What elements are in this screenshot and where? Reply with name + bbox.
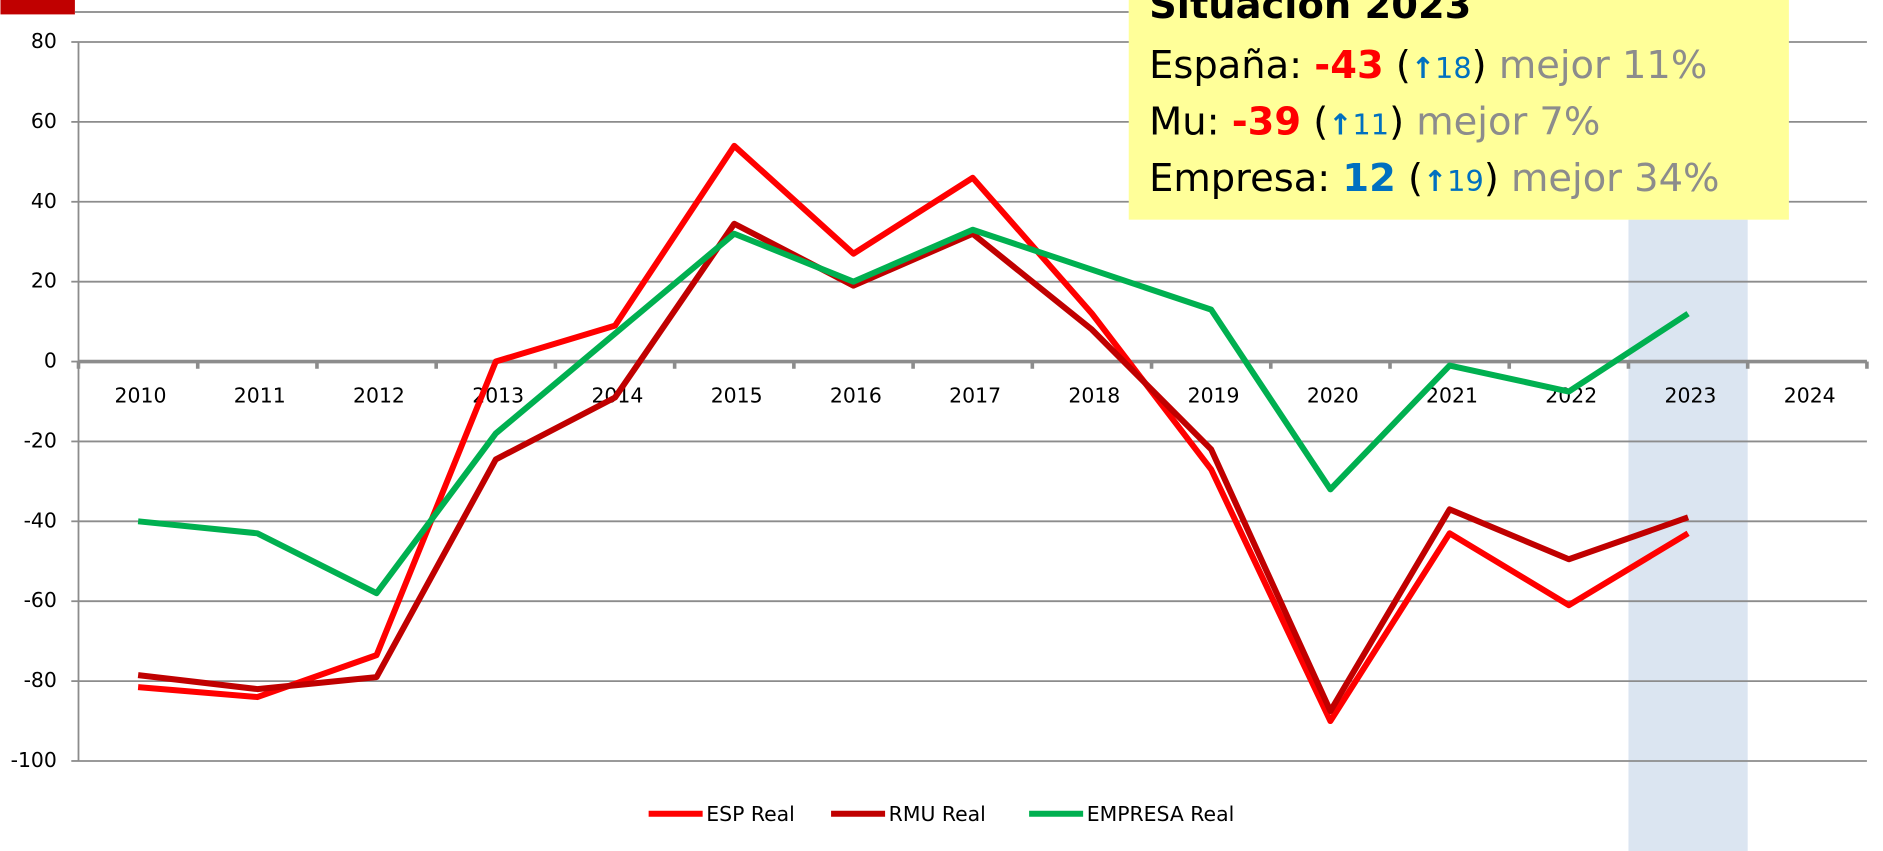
spacer — [1220, 99, 1232, 144]
arrow-icon: ↑ — [1411, 51, 1435, 85]
arrow-icon: ↑ — [1328, 107, 1352, 141]
grid-layer: -100 -80 -60 -40 -20 0 20 40 60 80 2010 2011 2012 201… — [11, 29, 1869, 772]
x-tick-label: 2015 — [711, 383, 763, 407]
annotation-value: -39 — [1232, 99, 1301, 144]
annotation-line: Empresa: 12 (↑19) mejor 34% — [1149, 156, 1719, 201]
paren: ) — [1472, 43, 1499, 88]
annotation-label: Empresa: — [1149, 156, 1330, 201]
spacer — [1330, 156, 1342, 201]
x-tick-label: 2021 — [1426, 383, 1478, 407]
series-line — [137, 226, 1690, 597]
annotation-line: Mu: -39 (↑11) mejor 7% — [1149, 99, 1600, 144]
annotation-value: -43 — [1314, 43, 1383, 88]
annotation-change: 18 — [1435, 51, 1472, 85]
y-tick-label: -20 — [24, 428, 57, 452]
y-tick-label: 80 — [31, 29, 57, 53]
arrow-icon: ↑ — [1423, 164, 1447, 198]
annotation-value: 12 — [1342, 156, 1395, 201]
series-line — [137, 142, 1690, 725]
legend-label: EMPRESA Real — [1087, 802, 1235, 826]
series-line — [137, 220, 1690, 715]
annotation-box — [1128, 0, 1789, 220]
x-tick-label: 2018 — [1068, 383, 1120, 407]
annotation-note: mejor 11% — [1499, 43, 1708, 88]
y-tick-label: -60 — [24, 588, 57, 612]
paren: ( — [1396, 156, 1423, 201]
logo — [0, 0, 75, 15]
legend: ESP Real RMU Real EMPRESA Real — [648, 802, 1235, 826]
x-tick-label: 2016 — [830, 383, 882, 407]
annotation-line: España: -43 (↑18) mejor 11% — [1149, 43, 1707, 88]
annotation-label: España: — [1149, 43, 1302, 88]
y-tick-label: -100 — [11, 748, 57, 772]
y-tick-label: -40 — [24, 508, 57, 532]
annotation-note: mejor 7% — [1416, 99, 1600, 144]
x-tick-label: 2017 — [949, 383, 1001, 407]
paren: ( — [1301, 99, 1328, 144]
annotation-label: Mu: — [1149, 99, 1219, 144]
x-tick-label: 2012 — [353, 383, 405, 407]
paren: ) — [1484, 156, 1511, 201]
x-tick-label: 2011 — [234, 383, 286, 407]
x-tick-label: 2024 — [1784, 383, 1836, 407]
x-tick-label: 2023 — [1665, 383, 1717, 407]
x-tick-label: 2020 — [1307, 383, 1359, 407]
annotation-note: mejor 34% — [1511, 156, 1720, 201]
annotation-change: 11 — [1352, 107, 1389, 141]
y-tick-label: -80 — [24, 668, 57, 692]
lines-layer — [137, 142, 1690, 725]
paren: ) — [1389, 99, 1416, 144]
annotation-change: 19 — [1447, 164, 1484, 198]
y-tick-label: 0 — [44, 349, 57, 373]
paren: ( — [1384, 43, 1411, 88]
legend-label: RMU Real — [889, 802, 986, 826]
y-tick-label: 40 — [31, 189, 57, 213]
x-tick-label: 2019 — [1188, 383, 1240, 407]
x-tick-label: 2010 — [115, 383, 167, 407]
legend-label: ESP Real — [706, 802, 795, 826]
y-tick-label: 20 — [31, 269, 57, 293]
spacer — [1302, 43, 1314, 88]
annotation-title: Situación 2023 — [1149, 0, 1471, 28]
y-tick-label: 60 — [31, 109, 57, 133]
